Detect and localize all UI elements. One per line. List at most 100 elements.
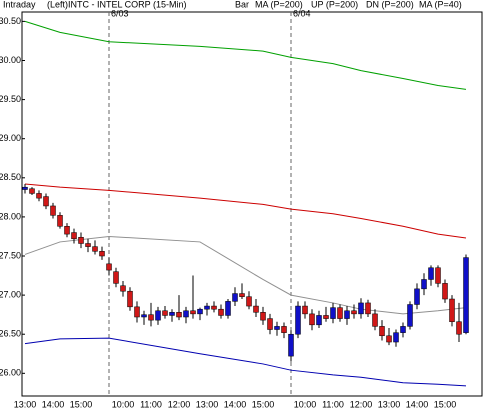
candle-body <box>302 305 308 315</box>
candle-body <box>414 288 420 305</box>
candle-body <box>386 335 392 343</box>
date-label: 6/03 <box>111 8 129 18</box>
candle-body <box>120 285 126 292</box>
legend-entry: MA (P=200) <box>255 0 303 9</box>
candle-body <box>190 310 196 315</box>
candle-body <box>169 312 175 316</box>
candle-body <box>239 293 245 297</box>
candle-body <box>183 310 189 318</box>
candle-body <box>344 310 350 319</box>
y-tick-label: 28.50 <box>0 172 21 182</box>
indicator-line <box>24 20 467 90</box>
x-tick-label: 10:00 <box>112 399 135 409</box>
x-tick-label: 15:00 <box>252 399 275 409</box>
candle-body <box>106 263 112 271</box>
candle-body <box>260 312 266 321</box>
date-label: 6/04 <box>293 8 311 18</box>
candle-body <box>323 315 329 319</box>
candle-body <box>225 301 231 316</box>
legend-entry: DN (P=200) <box>366 0 414 9</box>
candle-body <box>288 333 294 357</box>
candle-body <box>36 193 42 199</box>
candle-body <box>78 236 84 244</box>
candle-body <box>379 326 385 337</box>
candle-body <box>393 332 399 343</box>
candle-body <box>358 302 364 315</box>
candle-body <box>197 308 203 315</box>
candle-body <box>162 310 168 316</box>
candle-body <box>134 306 140 318</box>
candle-body <box>351 310 357 315</box>
x-tick-label: 13:00 <box>14 399 37 409</box>
candle-body <box>428 267 434 280</box>
x-tick-label: 15:00 <box>70 399 93 409</box>
candle-body <box>246 296 252 307</box>
y-tick-label: 30.50 <box>0 16 21 26</box>
indicator-line <box>24 337 467 387</box>
y-tick-label: 30.00 <box>0 55 21 65</box>
x-tick-label: 13:00 <box>196 399 219 409</box>
header-symbol: INTC - INTEL CORP (15-Min) <box>68 0 187 9</box>
candle-body <box>281 326 287 333</box>
header-mode: Intraday <box>3 0 36 9</box>
candle-body <box>456 321 462 335</box>
candle-body <box>50 205 56 216</box>
candle-body <box>253 305 259 313</box>
candle-body <box>442 283 448 300</box>
x-tick-label: 11:00 <box>140 399 162 409</box>
candle-body <box>57 215 63 227</box>
y-tick-label: 28.00 <box>0 211 21 221</box>
candle-body <box>127 290 133 308</box>
candle-body <box>29 188 35 194</box>
y-tick-label: 26.00 <box>0 368 21 378</box>
x-tick-label: 13:00 <box>378 399 401 409</box>
candle-body <box>85 243 91 247</box>
candle-body <box>449 298 455 322</box>
y-tick-label: 27.50 <box>0 250 21 260</box>
candle-body <box>22 186 28 190</box>
legend-entry: UP (P=200) <box>311 0 358 9</box>
candle-body <box>218 308 224 316</box>
candle-body <box>211 305 217 310</box>
candle-body <box>155 310 161 321</box>
y-tick-label: 27.00 <box>0 289 21 299</box>
candle-body <box>435 267 441 284</box>
y-tick-label: 29.50 <box>0 94 21 104</box>
candle-body <box>316 315 322 326</box>
x-tick-label: 15:00 <box>434 399 457 409</box>
candle-body <box>113 271 119 284</box>
candle-body <box>99 251 105 257</box>
candle-body <box>421 279 427 290</box>
header-axis: (Left) <box>47 0 68 9</box>
x-tick-label: 12:00 <box>168 399 191 409</box>
y-tick-label: 29.00 <box>0 133 21 143</box>
candle-body <box>372 313 378 327</box>
candle-body <box>274 326 280 330</box>
candle-body <box>148 314 154 321</box>
candle-body <box>400 326 406 333</box>
indicator-line <box>24 235 467 315</box>
y-tick-label: 26.50 <box>0 329 21 339</box>
candle-body <box>267 318 273 330</box>
candle-body <box>64 226 70 235</box>
x-tick-label: 11:00 <box>322 399 344 409</box>
candle-body <box>204 305 210 310</box>
candle-body <box>92 246 98 252</box>
candle-body <box>43 196 49 207</box>
candle-body <box>232 293 238 302</box>
x-tick-label: 14:00 <box>224 399 247 409</box>
candle-body <box>330 307 336 319</box>
x-tick-label: 14:00 <box>42 399 65 409</box>
x-tick-label: 10:00 <box>294 399 317 409</box>
legend-bar: Bar <box>235 0 249 9</box>
candle-body <box>71 232 77 240</box>
candle-body <box>176 312 182 318</box>
candle-body <box>365 302 371 315</box>
candle-body <box>337 307 343 319</box>
x-tick-label: 14:00 <box>406 399 429 409</box>
candle-body <box>295 305 301 335</box>
candle-body <box>407 304 413 327</box>
plot-frame <box>21 11 483 397</box>
